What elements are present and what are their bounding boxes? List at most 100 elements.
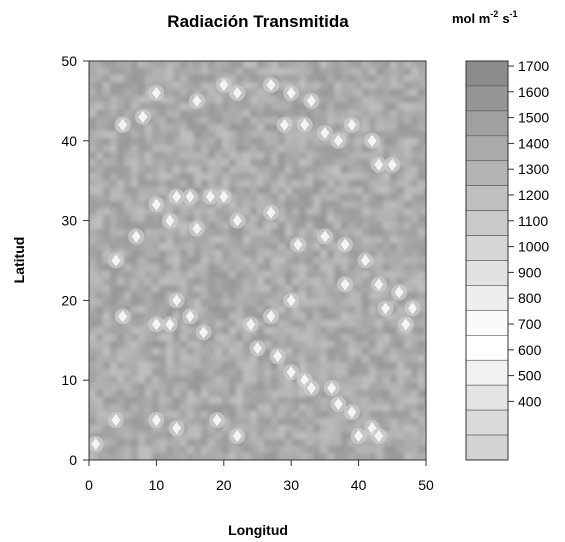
texture-cell (229, 131, 237, 139)
texture-cell (397, 306, 405, 314)
texture-cell (348, 152, 356, 160)
texture-cell (278, 264, 286, 272)
texture-cell (271, 131, 279, 139)
texture-cell (320, 432, 328, 440)
texture-cell (194, 404, 202, 412)
texture-cell (404, 432, 412, 440)
texture-cell (152, 166, 160, 174)
texture-cell (376, 292, 384, 300)
texture-cell (117, 215, 125, 223)
texture-cell (187, 327, 195, 335)
texture-cell (236, 257, 244, 265)
texture-cell (166, 271, 174, 279)
texture-cell (173, 243, 181, 251)
texture-cell (411, 411, 419, 419)
texture-cell (250, 110, 258, 118)
texture-cell (355, 348, 363, 356)
texture-cell (173, 61, 181, 69)
texture-cell (397, 411, 405, 419)
texture-cell (110, 208, 118, 216)
texture-cell (131, 285, 139, 293)
texture-cell (110, 152, 118, 160)
texture-cell (264, 131, 272, 139)
texture-cell (110, 236, 118, 244)
texture-cell (89, 376, 97, 384)
texture-cell (201, 376, 209, 384)
texture-cell (250, 159, 258, 167)
texture-cell (418, 201, 426, 209)
texture-cell (334, 215, 342, 223)
texture-cell (187, 271, 195, 279)
texture-cell (250, 61, 258, 69)
texture-cell (341, 390, 349, 398)
texture-cell (131, 145, 139, 153)
texture-cell (103, 439, 111, 447)
texture-cell (285, 404, 293, 412)
texture-cell (180, 390, 188, 398)
texture-cell (257, 194, 265, 202)
texture-cell (117, 187, 125, 195)
texture-cell (362, 173, 370, 181)
texture-cell (320, 68, 328, 76)
texture-cell (306, 397, 314, 405)
texture-cell (173, 355, 181, 363)
texture-cell (292, 229, 300, 237)
texture-cell (348, 194, 356, 202)
texture-cell (306, 180, 314, 188)
texture-cell (278, 285, 286, 293)
texture-cell (236, 327, 244, 335)
texture-cell (306, 271, 314, 279)
texture-cell (313, 411, 321, 419)
texture-cell (411, 425, 419, 433)
texture-cell (397, 418, 405, 426)
texture-cell (306, 313, 314, 321)
texture-cell (362, 362, 370, 370)
texture-cell (145, 278, 153, 286)
texture-cell (250, 180, 258, 188)
y-tick-label: 20 (61, 292, 77, 308)
texture-cell (138, 418, 146, 426)
texture-cell (299, 229, 307, 237)
texture-cell (131, 348, 139, 356)
texture-cell (299, 271, 307, 279)
texture-cell (355, 299, 363, 307)
texture-cell (376, 362, 384, 370)
texture-cell (327, 166, 335, 174)
texture-cell (362, 61, 370, 69)
texture-cell (306, 250, 314, 258)
texture-cell (222, 103, 230, 111)
texture-cell (411, 250, 419, 258)
texture-cell (348, 327, 356, 335)
texture-cell (362, 243, 370, 251)
texture-cell (222, 159, 230, 167)
texture-cell (180, 180, 188, 188)
texture-cell (243, 159, 251, 167)
texture-cell (131, 194, 139, 202)
texture-cell (376, 355, 384, 363)
texture-cell (89, 173, 97, 181)
texture-cell (152, 131, 160, 139)
texture-cell (341, 327, 349, 335)
texture-cell (222, 117, 230, 125)
texture-cell (166, 103, 174, 111)
texture-cell (348, 334, 356, 342)
texture-cell (243, 138, 251, 146)
texture-cell (320, 208, 328, 216)
texture-cell (229, 397, 237, 405)
texture-cell (313, 327, 321, 335)
texture-cell (334, 124, 342, 132)
texture-cell (264, 418, 272, 426)
texture-cell (348, 369, 356, 377)
texture-cell (145, 446, 153, 454)
texture-cell (124, 180, 132, 188)
texture-cell (229, 201, 237, 209)
texture-cell (264, 61, 272, 69)
texture-cell (411, 257, 419, 265)
texture-cell (236, 446, 244, 454)
texture-cell (327, 278, 335, 286)
texture-cell (327, 110, 335, 118)
texture-cell (124, 446, 132, 454)
texture-cell (96, 166, 104, 174)
texture-cell (180, 131, 188, 139)
texture-cell (411, 390, 419, 398)
